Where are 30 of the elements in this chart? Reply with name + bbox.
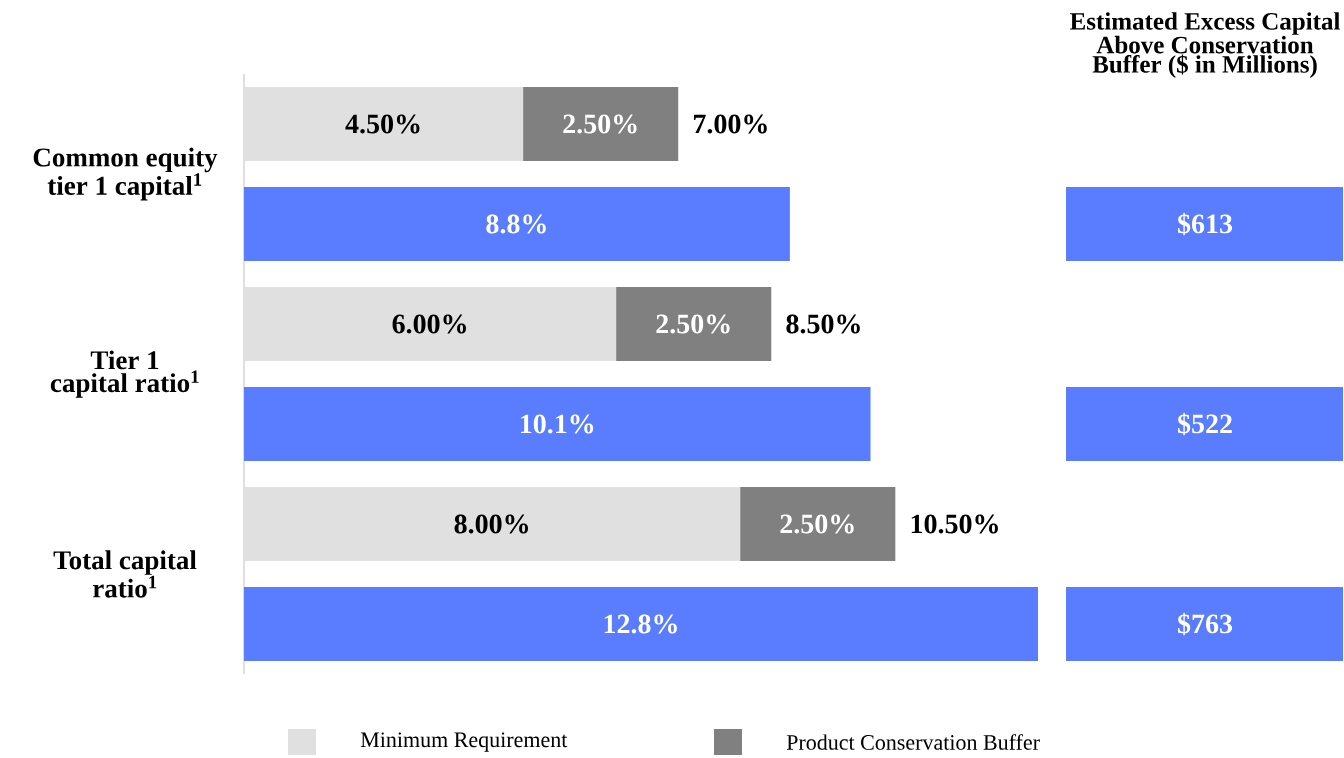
text: Estimated Excess Capital Above Conservation Buffer ($ in Millions) xyxy=(1070,12,1340,78)
data-label: 2.50% xyxy=(563,114,637,134)
data-label: 2.50% xyxy=(780,514,854,534)
y-tick-label: Total capital ratio$^{1}$ xyxy=(53,550,197,598)
legend-label: Minimum Requirement xyxy=(360,732,568,752)
bar xyxy=(740,487,896,562)
y-tick-label: Tier 1 capital ratio$^{1}$ xyxy=(50,350,199,398)
bar xyxy=(523,87,679,161)
bar xyxy=(244,187,790,262)
data-label: 10.1% xyxy=(521,414,594,434)
data-label: 2.50% xyxy=(656,314,730,334)
total-label: 8.50% xyxy=(786,314,860,334)
data-label: 8.00% xyxy=(454,514,528,534)
data-label: 6.00% xyxy=(392,314,466,334)
y-tick-label: Common equity tier 1 capital$^{1}$ xyxy=(33,147,218,201)
data-label: 8.8% xyxy=(486,214,546,234)
data-label: 12.8% xyxy=(604,614,677,634)
total-label: 7.00% xyxy=(694,114,767,134)
text: $522 xyxy=(1178,412,1232,436)
bar xyxy=(244,387,871,462)
data-label: 4.50% xyxy=(345,114,420,134)
bar xyxy=(244,587,1039,662)
total-label: 10.50% xyxy=(911,514,998,534)
text: $613 xyxy=(1178,212,1233,236)
legend-label: Product Conservation Buffer xyxy=(786,734,1040,750)
bar xyxy=(244,87,524,161)
bar xyxy=(616,287,772,362)
text: $763 xyxy=(1178,612,1233,636)
bar xyxy=(244,287,617,362)
bar xyxy=(244,487,741,562)
